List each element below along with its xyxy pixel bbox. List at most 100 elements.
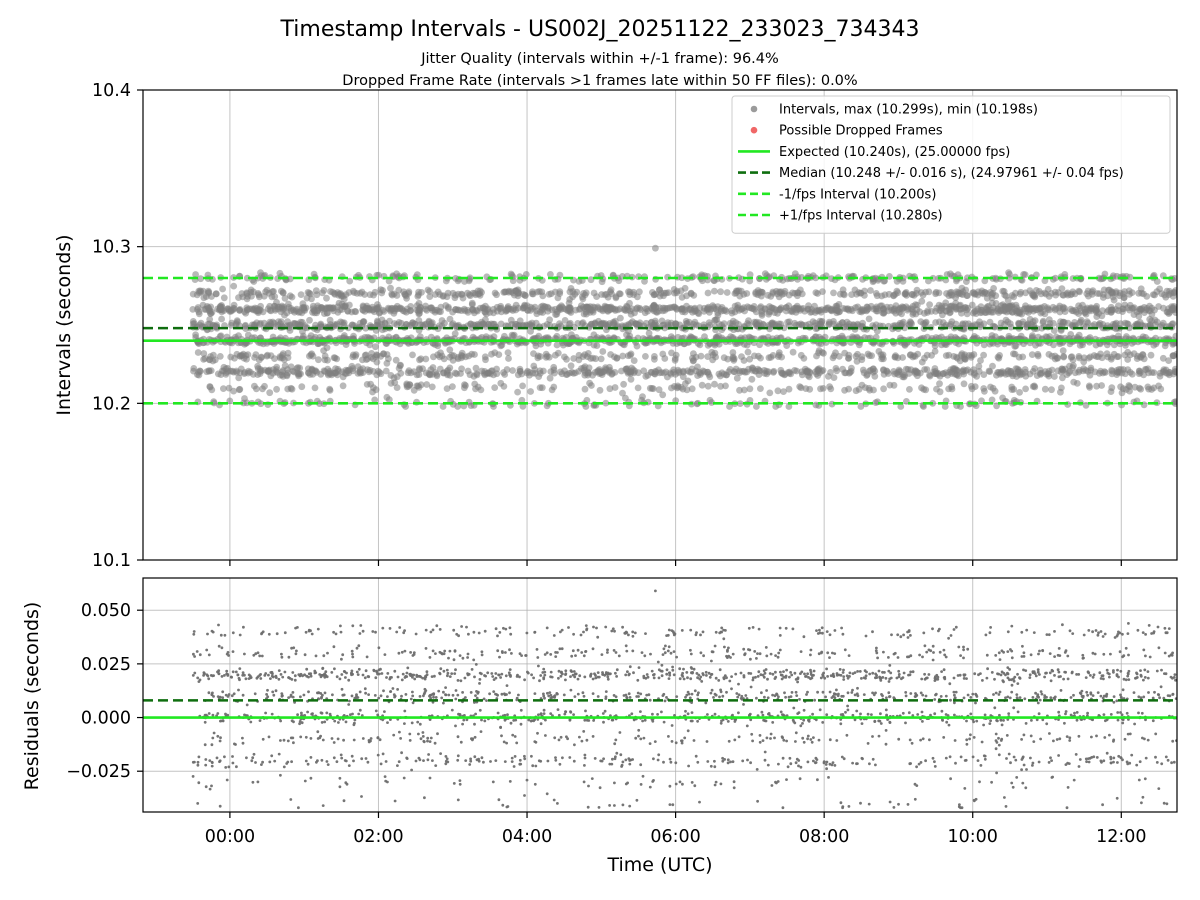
intervals-point xyxy=(371,288,379,296)
residuals-point xyxy=(713,765,717,769)
intervals-point xyxy=(344,307,352,315)
residuals-point xyxy=(367,675,371,679)
residuals-point xyxy=(640,651,644,654)
intervals-point xyxy=(824,373,832,380)
intervals-point xyxy=(934,369,942,377)
intervals-point xyxy=(936,380,943,388)
residuals-point xyxy=(610,629,614,633)
intervals-point xyxy=(466,291,473,298)
intervals-point xyxy=(1115,307,1122,315)
residuals-point xyxy=(1156,625,1160,629)
residuals-point xyxy=(483,719,487,723)
intervals-point xyxy=(1005,274,1013,282)
intervals-point xyxy=(924,307,932,315)
intervals-point xyxy=(817,308,825,316)
intervals-point xyxy=(590,289,598,297)
intervals-point xyxy=(266,318,274,326)
residuals-point xyxy=(398,626,402,629)
intervals-point xyxy=(1172,287,1177,294)
residuals-point xyxy=(631,630,635,634)
residuals-point xyxy=(470,668,474,671)
residuals-point xyxy=(344,676,347,679)
intervals-point xyxy=(465,352,473,360)
residuals-point xyxy=(585,738,589,742)
intervals-point xyxy=(631,367,639,375)
residuals-point xyxy=(925,650,929,654)
intervals-point xyxy=(833,302,841,310)
intervals-point xyxy=(701,333,708,340)
intervals-point xyxy=(320,287,328,294)
intervals-y-tick-label: 10.4 xyxy=(92,81,131,101)
intervals-point xyxy=(1008,386,1016,393)
intervals-point xyxy=(423,381,431,388)
intervals-point xyxy=(583,353,591,360)
intervals-point xyxy=(375,309,383,317)
intervals-point xyxy=(775,353,782,360)
residuals-point xyxy=(674,761,678,765)
intervals-point xyxy=(212,322,219,330)
intervals-point xyxy=(1084,319,1092,327)
residuals-point xyxy=(578,735,581,739)
residuals-point xyxy=(744,694,748,697)
intervals-point xyxy=(914,350,922,358)
residuals-point xyxy=(1063,721,1066,725)
intervals-point xyxy=(1014,365,1021,373)
residuals-point xyxy=(922,631,926,635)
residuals-point xyxy=(332,756,336,760)
intervals-point xyxy=(634,293,641,301)
intervals-point xyxy=(1001,291,1009,299)
residuals-point xyxy=(839,713,843,716)
residuals-point xyxy=(730,675,733,678)
intervals-point xyxy=(401,290,409,298)
intervals-point xyxy=(918,297,926,305)
intervals-point xyxy=(627,375,635,383)
intervals-point xyxy=(626,299,633,307)
intervals-point xyxy=(885,307,892,315)
intervals-point xyxy=(711,380,718,388)
intervals-point xyxy=(880,385,887,393)
intervals-point xyxy=(500,369,507,376)
intervals-point xyxy=(271,355,278,362)
residuals-point xyxy=(518,758,522,762)
residuals-point xyxy=(474,712,477,716)
intervals-point xyxy=(757,385,764,392)
intervals-point xyxy=(845,307,853,314)
residuals-point xyxy=(508,626,512,630)
residuals-point xyxy=(714,780,718,784)
intervals-point xyxy=(395,364,403,372)
intervals-point xyxy=(240,399,247,407)
intervals-point xyxy=(872,333,880,341)
intervals-point xyxy=(1093,306,1100,314)
intervals-point xyxy=(1157,385,1165,393)
residuals-point xyxy=(1039,690,1043,693)
intervals-point xyxy=(947,333,955,341)
residuals-point xyxy=(374,676,378,680)
intervals-point xyxy=(1068,290,1076,298)
residuals-point xyxy=(1141,795,1145,799)
intervals-point xyxy=(722,382,729,390)
residuals-point xyxy=(360,714,364,717)
intervals-point xyxy=(830,374,838,381)
intervals-point xyxy=(268,293,276,301)
intervals-point xyxy=(449,383,456,390)
intervals-point xyxy=(922,319,929,327)
intervals-point xyxy=(732,289,740,297)
intervals-point xyxy=(981,387,988,395)
intervals-point xyxy=(626,307,634,315)
residuals-point xyxy=(207,712,211,715)
intervals-point xyxy=(642,373,650,380)
residuals-point xyxy=(1116,761,1119,764)
intervals-point xyxy=(746,271,754,278)
residuals-point xyxy=(1095,756,1099,759)
intervals-point xyxy=(197,319,205,327)
residuals-point xyxy=(813,698,816,702)
intervals-point xyxy=(372,343,379,351)
intervals-point xyxy=(639,393,646,400)
intervals-point xyxy=(1087,366,1095,374)
intervals-point xyxy=(378,289,386,297)
intervals-point xyxy=(210,351,217,359)
residuals-point xyxy=(888,800,892,804)
intervals-point xyxy=(220,385,227,392)
intervals-point xyxy=(206,320,214,328)
